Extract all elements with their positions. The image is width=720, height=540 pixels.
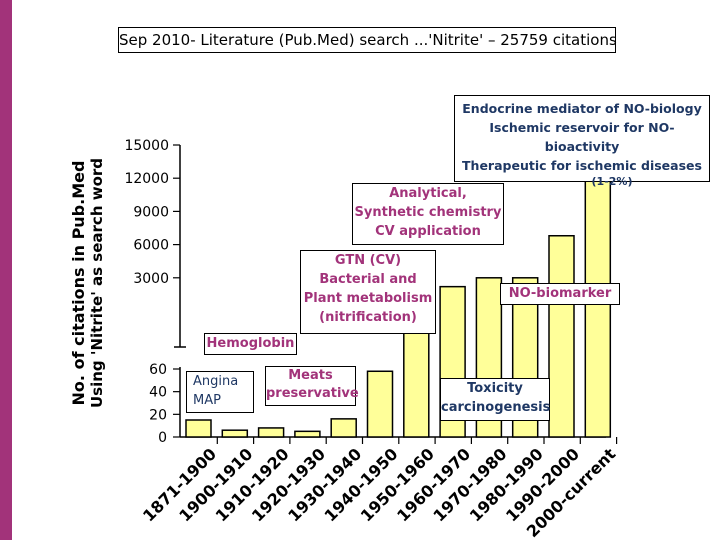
bar-1920-1930 [294, 430, 321, 438]
annotation-hemoglobin: Hemoglobin [204, 333, 297, 355]
y-tick-label: 60 [149, 362, 167, 378]
annotation-endocrine-percent: (1-2%) [591, 175, 633, 188]
annotation-gtn: GTN (CV) Bacterial and Plant metabolism … [300, 250, 436, 334]
bar-1940-1950 [366, 370, 394, 438]
annotation-angina: Angina MAP [186, 371, 254, 413]
bar-1900-1910 [221, 429, 249, 438]
bar-1990-2000 [548, 234, 575, 438]
y-tick-label: 3000 [133, 271, 169, 287]
y-tick-label: 40 [149, 385, 167, 401]
y-tick-label: 12000 [124, 171, 169, 187]
bar-1871-1900 [185, 419, 212, 438]
annotation-analytical: Analytical, Synthetic chemistry CV appli… [352, 183, 504, 245]
accent-sidebar [0, 0, 12, 540]
bar-1930-1940 [330, 418, 357, 438]
annotation-meats: Meats preservative [265, 366, 359, 406]
y-tick-label: 20 [149, 407, 167, 423]
bar-1910-1920 [257, 427, 285, 438]
annotation-biomarker: NO-biomarker [500, 283, 620, 305]
chart-title: Sep 2010- Literature (Pub.Med) search ..… [118, 27, 617, 53]
annotation-endocrine: Endocrine mediator of NO-biology Ischemi… [454, 95, 710, 188]
annotation-toxicity: Toxicity carcinogenesis [440, 378, 550, 421]
annotation-endocrine-text: Endocrine mediator of NO-biology Ischemi… [462, 101, 702, 173]
y-tick-label: 9000 [133, 204, 169, 220]
y-tick-label: 0 [158, 430, 167, 446]
bar-2000-current [584, 177, 612, 438]
y-tick-label: 15000 [124, 138, 169, 154]
y-tick-label: 6000 [133, 238, 169, 254]
